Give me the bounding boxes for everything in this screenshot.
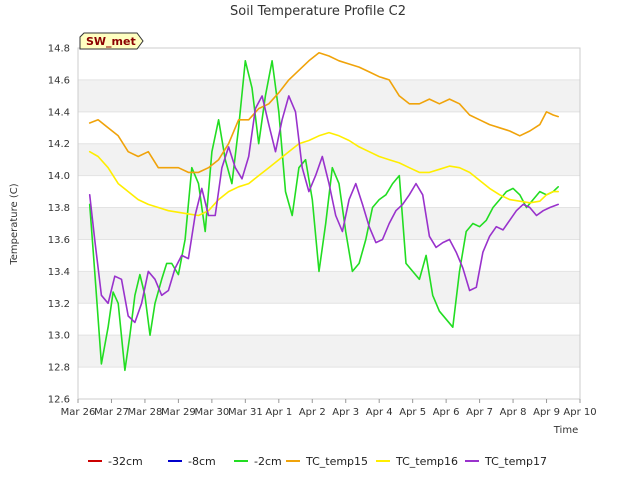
y-axis-title: Temperature (C) <box>9 183 20 265</box>
x-tick-label: Mar 28 <box>128 407 163 418</box>
x-tick-label: Apr 2 <box>299 407 326 418</box>
series-line-TC-temp16 <box>88 131 560 217</box>
y-tick-label: 12.6 <box>48 395 70 406</box>
x-axis-title: Time <box>553 425 578 436</box>
series-lines <box>88 51 560 372</box>
x-tick-label: Apr 10 <box>563 407 596 418</box>
legend-label-2cm: -2cm <box>254 455 282 468</box>
x-tick-label: Apr 9 <box>533 407 560 418</box>
y-tick-label: 14.8 <box>48 44 70 55</box>
y-tick-label: 14.0 <box>48 171 70 182</box>
badge-label: SW_met <box>86 35 136 48</box>
badge-shape <box>79 32 144 50</box>
x-tick-label: Mar 27 <box>94 407 129 418</box>
x-tick-label: Apr 6 <box>433 407 460 418</box>
y-tick-label: 13.2 <box>48 299 70 310</box>
plot-band <box>78 271 580 304</box>
y-axis: 12.6 12.8 13.0 13.2 13.4 13.6 13.8 14.0 14.2 14.4… <box>48 44 70 406</box>
x-tick-label: Apr 8 <box>500 407 527 418</box>
legend-label-TC-temp15: TC_temp15 <box>305 455 368 468</box>
y-tick-label: 13.6 <box>48 235 70 246</box>
plot-bands <box>78 79 580 368</box>
y-tick-label: 14.6 <box>48 75 70 86</box>
y-tick-label: 13.8 <box>48 203 70 214</box>
chart-title: Soil Temperature Profile C2 <box>230 4 406 19</box>
x-tick-label: Mar 30 <box>194 407 229 418</box>
legend-label-32cm: -32cm <box>108 455 143 468</box>
y-tick-label: 12.8 <box>48 363 70 374</box>
plot-band <box>78 143 580 176</box>
x-tick-label: Apr 7 <box>466 407 493 418</box>
x-tick-label: Apr 4 <box>366 407 393 418</box>
series-line-2cm <box>88 59 560 372</box>
plot-band <box>78 207 580 240</box>
x-tick-label: Apr 5 <box>399 407 426 418</box>
plot-band <box>78 335 580 368</box>
x-tick-label: Mar 26 <box>61 407 96 418</box>
y-tick-label: 13.0 <box>48 331 70 342</box>
plot-band <box>78 79 580 112</box>
y-tick-label: 13.4 <box>48 267 70 278</box>
y-tick-label: 14.2 <box>48 139 70 150</box>
x-tick-label: Mar 29 <box>161 407 196 418</box>
legend-label-TC-temp16: TC_temp16 <box>395 455 458 468</box>
x-tick-label: Apr 3 <box>332 407 359 418</box>
legend-label-8cm: -8cm <box>188 455 216 468</box>
legend: -32cm -8cm -2cm TC_temp15 TC_temp16 TC_temp17 <box>88 455 547 468</box>
x-tick-label: Mar 31 <box>228 407 263 418</box>
series-line-TC-temp15 <box>88 51 560 174</box>
legend-label-TC-temp17: TC_temp17 <box>484 455 547 468</box>
series-line-TC-temp17 <box>88 95 560 324</box>
y-tick-label: 14.4 <box>48 107 70 118</box>
x-tick-label: Apr 1 <box>265 407 292 418</box>
plot-frame <box>77 47 581 400</box>
sw-met-badge: SW_met <box>79 32 144 50</box>
